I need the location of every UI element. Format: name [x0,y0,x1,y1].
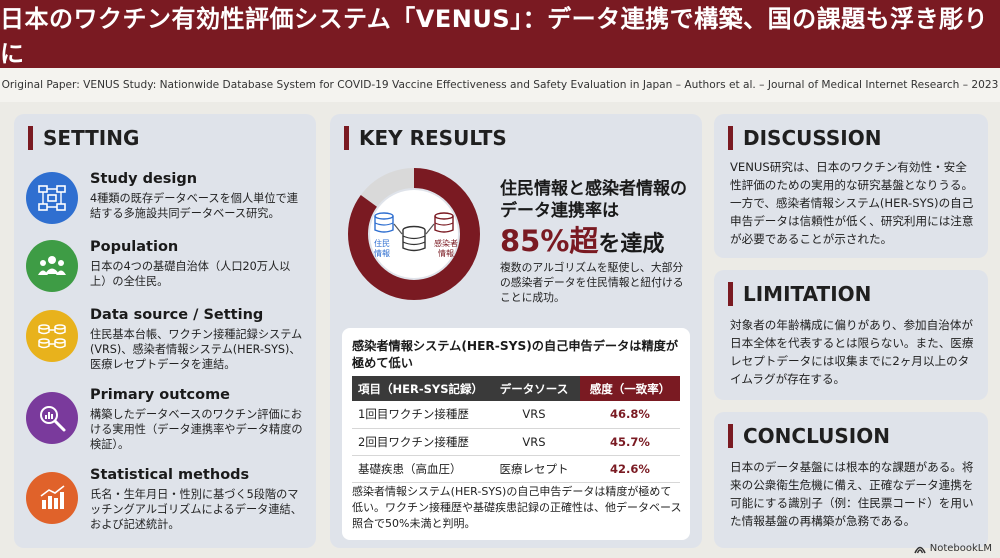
table-cell-source: VRS [488,401,580,429]
table-cell-source: 医療レセプト [488,455,580,483]
key-results-title: KEY RESULTS [344,126,507,150]
table-cell-source: VRS [488,428,580,456]
headline-tail: を達成 [598,232,665,257]
table-cell-item: 基礎疾患（高血圧） [352,455,488,483]
accuracy-table: 項目（HER-SYS記録） データソース 感度（一致率） 1回目ワクチン接種歴 … [352,376,680,483]
infected-database-icon [434,212,454,233]
headline-big: 85%超を達成 [500,218,664,260]
headline-line1: 住民情報と感染者情報の [500,179,687,199]
discussion-body: VENUS研究は、日本のワクチン有効性・安全性評価のための実用的な研究基盤となり… [730,160,974,246]
headline-percent: 85%超 [500,224,599,258]
people-icon [26,240,78,292]
bar-chart-icon [26,472,78,524]
conclusion-body: 日本のデータ基盤には根本的な課題がある。将来の公衆衛生危機に備え、正確なデータ連… [730,460,974,528]
table-header-item: 項目（HER-SYS記録） [352,376,488,401]
limitation-card: LIMITATION 対象者の年齢構成に偏りがあり、参加自治体が日本全体を代表す… [714,270,988,400]
data-source-body: 住民基本台帳、ワクチン接種記録システム(VRS)、感染者情報システム(HER-S… [90,328,303,371]
resident-info-label: 住民情報 [374,238,390,258]
table-cell-sensitivity: 42.6% [580,455,680,483]
discussion-title: DISCUSSION [728,126,881,150]
notebooklm-logo-icon [914,546,926,553]
table-cell-item: 2回目ワクチン接種歴 [352,428,488,456]
study-design-body: 4種類の既存データベースを個人単位で連結する多施設共同データベース研究。 [90,192,298,220]
limitation-body: 対象者の年齢構成に偏りがあり、参加自治体が日本全体を代表するとは限らない。また、… [730,318,974,386]
setting-card: SETTING Study design 4種類の既存データベースを個人単位で連… [14,114,316,548]
citation: Original Paper: VENUS Study: Nationwide … [0,68,1000,102]
table-footnote: 感染者情報システム(HER-SYS)の自己申告データは精度が極めて低い。ワクチン… [352,485,682,530]
headline-line2: データ連携率は [500,201,619,221]
key-results-card: KEY RESULTS 住民情報 感染者情報 住民情報 [330,114,702,548]
resident-database-icon [374,212,394,233]
headline-description: 複数のアルゴリズムを駆使し、大部分の感染者データを住民情報と紐付けることに成功。 [500,261,684,304]
linkage-donut-chart: 住民情報 感染者情報 [348,168,480,300]
discussion-card: DISCUSSION VENUS研究は、日本のワクチン有効性・安全性評価のための… [714,114,988,258]
flowchart-icon [26,172,78,224]
table-cell-item: 1回目ワクチン接種歴 [352,401,488,429]
statistical-methods-title: Statistical methods [90,467,250,483]
table-title: 感染者情報システム(HER-SYS)の自己申告データは精度が極めて低い [352,339,679,370]
population-title: Population [90,239,179,255]
primary-outcome-body: 構築したデータベースのワクチン評価における実用性（データ連携率やデータ精度の検証… [90,408,303,451]
donut-arc [348,168,480,300]
table-row: 1回目ワクチン接種歴 VRS 46.8% [352,401,680,429]
table-cell-sensitivity: 46.8% [580,401,680,429]
notebooklm-watermark: NotebookLM [914,543,992,554]
limitation-title: LIMITATION [728,282,871,306]
table-header-sensitivity: 感度（一致率） [580,376,680,401]
primary-outcome-title: Primary outcome [90,387,231,403]
magnifier-data-icon [26,392,78,444]
table-cell-sensitivity: 45.7% [580,428,680,456]
linked-database-icon [402,225,426,252]
population-body: 日本の4つの基礎自治体（人口20万人以上）の全住民。 [90,260,291,288]
conclusion-title: CONCLUSION [728,424,890,448]
table-row: 基礎疾患（高血圧） 医療レセプト 42.6% [352,455,680,483]
watermark-text: NotebookLM [929,543,992,554]
page-title: 日本のワクチン有効性評価システム「VENUS」：データ連携で構築、国の課題も浮き… [0,0,1000,68]
conclusion-card: CONCLUSION 日本のデータ基盤には根本的な課題がある。将来の公衆衛生危機… [714,412,988,548]
setting-title: SETTING [28,126,139,150]
study-design-title: Study design [90,171,198,187]
accuracy-table-box: 感染者情報システム(HER-SYS)の自己申告データは精度が極めて低い 項目（H… [342,328,690,540]
statistical-methods-body: 氏名・生年月日・性別に基づく5段階のマッチングアルゴリズムによるデータ連結、およ… [90,488,302,531]
table-header-source: データソース [488,376,580,401]
database-link-icon [26,310,78,362]
infected-info-label: 感染者情報 [434,238,458,258]
data-source-title: Data source / Setting [90,307,264,323]
table-row: 2回目ワクチン接種歴 VRS 45.7% [352,428,680,456]
